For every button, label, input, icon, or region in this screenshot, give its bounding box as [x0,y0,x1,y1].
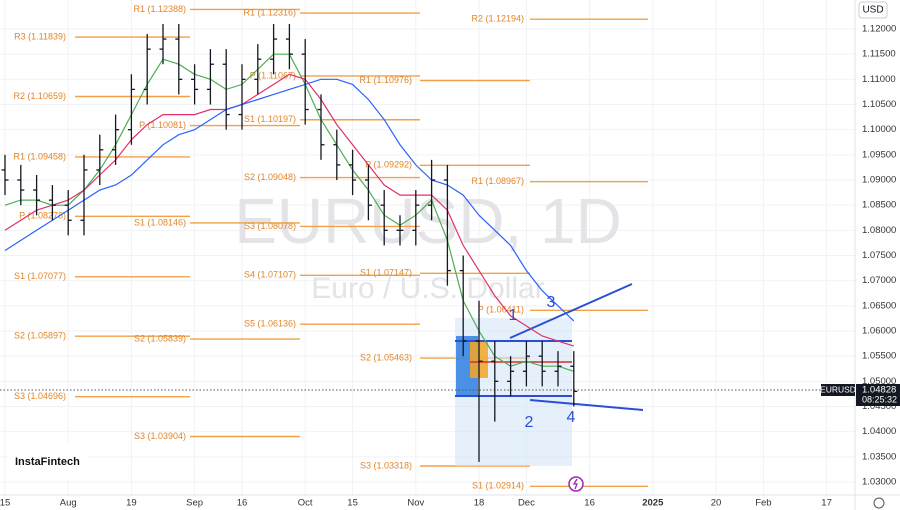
x-tick-label: 15 [347,498,358,509]
annotations: 1 2 3 4 [509,294,576,431]
x-tick-label: Aug [60,498,77,509]
axes: 1.03000 1.03500 1.04000 1.04500 1.05000 1.055… [0,24,900,509]
last-price-label: 1.04828 [862,385,896,396]
annotation-label: 3 [547,294,556,311]
pivot-label: R1 (1.12316) [243,7,296,17]
x-tick-label: 15 [0,498,10,509]
pivot-label: R2 (1.12194) [471,14,524,24]
y-tick-label: 1.07000 [862,275,896,286]
y-tick-label: 1.06000 [862,326,896,337]
pivot-label: R3 (1.11839) [14,31,66,41]
pivot-label: S3 (1.03904) [134,431,186,441]
grid [0,0,855,495]
pivot-label: P (1.11067) [250,70,296,80]
y-tick-label: 1.09500 [862,149,896,160]
pivot-label: S1 (1.02914) [472,481,524,491]
annotation-label: 4 [567,409,576,426]
countdown-label: 08:25:32 [862,394,897,404]
y-tick-label: 1.03500 [862,451,896,462]
pivot-label: S3 (1.08078) [244,221,296,231]
watermark-title: EURUSD, 1D [234,185,622,257]
pivot-label: R1 (1.12388) [133,4,186,14]
pivot-label: S1 (1.08146) [134,217,186,227]
pivot-label: S3 (1.03318) [360,460,412,470]
symbol-label: EURUSD [820,384,856,394]
pivot-label: P (1.06411) [478,305,524,315]
currency: USD [862,5,883,16]
moving-average [4,78,575,322]
pivot-label: R1 (1.08967) [471,176,524,186]
price-marks [0,23,855,462]
pivot-label: R1 (1.09458) [13,151,66,161]
x-tick-label: 18 [474,498,485,509]
y-tick-label: 1.06500 [862,300,896,311]
pivot-label: S2 (1.05839) [134,333,186,343]
x-tick-label: Dec [518,498,535,509]
y-tick-label: 1.11000 [862,74,896,85]
y-tick-label: 1.10500 [862,99,896,110]
pivot-label: S2 (1.09048) [244,172,296,182]
y-tick-label: 1.03000 [862,477,896,488]
x-tick-label: Oct [298,498,313,509]
x-tick-label: Sep [186,498,203,509]
event-bolt [572,478,578,490]
symbol-tag [821,384,855,396]
x-tick-label: Feb [755,498,771,509]
y-tick-label: 1.04000 [862,426,896,437]
drawings [455,283,644,466]
x-tick-label: 16 [584,498,595,509]
watermark-subtitle: Euro / U.S. Dollar [311,272,544,305]
x-tick-label: 17 [821,498,832,509]
pivot-label: S4 (1.07107) [244,270,296,280]
annotation-label: 1 [509,307,518,324]
trend-line-lower [529,399,644,411]
pivot-label: P (1.10081) [139,120,186,130]
pivot-label: S5 (1.06136) [244,319,296,329]
pivot-label: S3 (1.04696) [14,391,66,401]
y-tick-label: 1.04500 [862,401,896,412]
y-tick-label: 1.05500 [862,351,896,362]
x-tick-label: Nov [407,498,424,509]
y-tick-label: 1.08500 [862,200,896,211]
pivot-label: S1 (1.07147) [360,268,412,278]
pivot-label: S2 (1.05463) [360,352,412,362]
brand-box [8,444,88,480]
x-tick-label: 20 [711,498,722,509]
y-tick-label: 1.08000 [862,225,896,236]
y-tick-label: 1.09000 [862,175,896,186]
pivots: R3 (1.11839) R2 (1.10659) R1 (1.09458) P (1… [13,4,648,491]
currency-box[interactable] [858,1,888,19]
price-tag [856,384,900,406]
y-tick-label: 1.05000 [862,376,896,387]
y-tick-label: 1.07500 [862,250,896,261]
annotation-label: 2 [525,414,534,431]
brand: InstaFintech [15,456,80,468]
y-tick-label: 1.12000 [862,24,896,35]
pivot-label: S1 (1.10197) [244,114,296,124]
x-tick-label: 16 [237,498,248,509]
y-tick-label: 1.11500 [862,49,896,60]
pivot-label: P (1.09292) [365,160,412,170]
pivot-label: P (1.08278) [19,211,66,221]
pivot-label: R1 (1.10976) [359,75,412,85]
y-tick-label: 1.10000 [862,124,896,135]
x-tick-label: 2025 [642,498,664,509]
pivot-label: S2 (1.05897) [14,331,66,341]
x-tick-label: 19 [126,498,137,509]
pivot-label: S1 (1.07077) [14,271,66,281]
pivot-label: R2 (1.10659) [13,91,66,101]
settings-icon[interactable] [873,497,885,509]
